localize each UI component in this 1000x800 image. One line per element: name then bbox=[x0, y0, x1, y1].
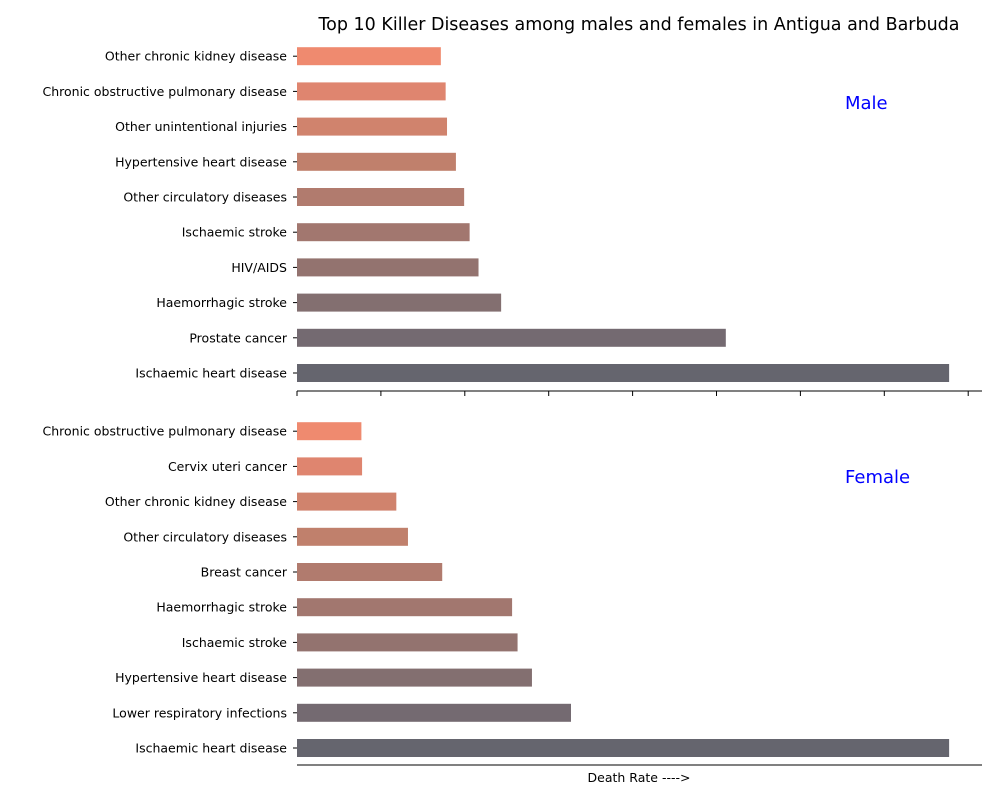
male-bar bbox=[297, 258, 479, 277]
male-bar bbox=[297, 117, 448, 136]
y-tick-label: Hypertensive heart disease bbox=[115, 154, 287, 169]
y-tick-label: Ischaemic heart disease bbox=[135, 366, 287, 381]
male-bar bbox=[297, 328, 726, 347]
female-bar bbox=[297, 422, 362, 441]
y-tick-label: Ischaemic stroke bbox=[182, 225, 288, 240]
female-bar bbox=[297, 563, 443, 581]
female-bar bbox=[297, 739, 950, 757]
y-tick-label: Ischaemic stroke bbox=[182, 635, 288, 650]
y-tick-label: Chronic obstructive pulmonary disease bbox=[43, 84, 288, 99]
female-bar bbox=[297, 668, 532, 687]
y-tick-label: Haemorrhagic stroke bbox=[156, 295, 287, 310]
female-bar bbox=[297, 703, 571, 722]
female-bar bbox=[297, 633, 518, 652]
male-bar bbox=[297, 364, 950, 382]
male-bar bbox=[297, 152, 456, 171]
y-tick-label: Other circulatory diseases bbox=[123, 529, 287, 544]
y-tick-label: Haemorrhagic stroke bbox=[156, 600, 287, 615]
male-bar bbox=[297, 188, 465, 206]
y-tick-label: Chronic obstructive pulmonary disease bbox=[43, 424, 288, 439]
male-bar bbox=[297, 47, 441, 66]
male-bar bbox=[297, 293, 502, 312]
y-tick-label: Hypertensive heart disease bbox=[115, 670, 287, 685]
y-tick-label: Lower respiratory infections bbox=[112, 705, 287, 720]
female-bar bbox=[297, 527, 408, 546]
panel-label-female: Female bbox=[845, 467, 910, 488]
female-bar bbox=[297, 598, 513, 617]
female-bar bbox=[297, 457, 363, 476]
female-bar bbox=[297, 492, 397, 511]
panel-label-male: Male bbox=[845, 93, 888, 114]
male-bar bbox=[297, 223, 470, 242]
male-panel: Ischaemic heart disease Prostate cancer Ha… bbox=[43, 47, 982, 396]
female-panel: Ischaemic heart disease Lower respiratory… bbox=[43, 422, 982, 766]
male-bar bbox=[297, 82, 446, 101]
chart-title: Top 10 Killer Diseases among males and f… bbox=[317, 15, 959, 35]
y-tick-label: Cervix uteri cancer bbox=[168, 459, 288, 474]
y-tick-label: HIV/AIDS bbox=[231, 260, 287, 275]
x-axis-label: Death Rate ----> bbox=[588, 770, 691, 785]
y-tick-label: Other chronic kidney disease bbox=[105, 49, 287, 64]
y-tick-label: Ischaemic heart disease bbox=[135, 741, 287, 756]
y-tick-label: Breast cancer bbox=[201, 565, 288, 580]
y-tick-label: Prostate cancer bbox=[189, 330, 287, 345]
y-tick-label: Other unintentional injuries bbox=[115, 119, 287, 134]
y-tick-label: Other chronic kidney disease bbox=[105, 494, 287, 509]
chart-panels: Ischaemic heart disease Prostate cancer Ha… bbox=[43, 47, 982, 766]
y-tick-label: Other circulatory diseases bbox=[123, 190, 287, 205]
